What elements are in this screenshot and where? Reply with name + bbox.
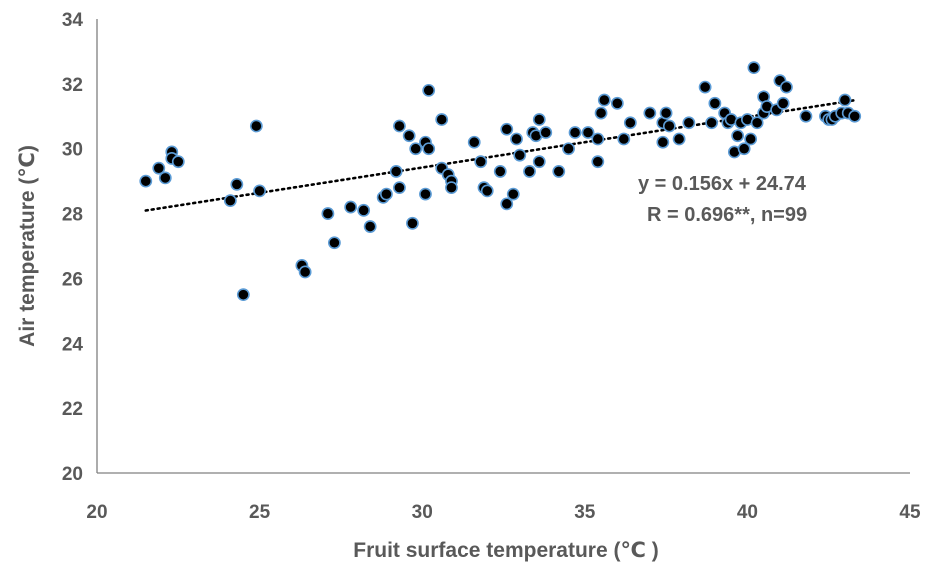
- x-tick-label: 40: [737, 502, 758, 523]
- y-tick-label: 22: [62, 399, 83, 420]
- y-tick-labels: 20 22 24 26 28 30 32 34: [62, 10, 84, 485]
- x-tick-label: 45: [899, 502, 921, 523]
- data-point: [610, 96, 624, 110]
- data-point: [298, 265, 312, 279]
- data-point: [780, 80, 793, 94]
- regression-equation: y = 0.156x + 24.74: [638, 173, 807, 195]
- data-point: [493, 165, 507, 178]
- data-point: [158, 171, 172, 185]
- data-point: [705, 116, 719, 130]
- data-point: [380, 187, 393, 201]
- data-point: [731, 129, 745, 143]
- data-point: [327, 236, 341, 250]
- data-point: [422, 142, 436, 156]
- data-point: [617, 132, 631, 146]
- data-point: [139, 174, 153, 188]
- data-point: [344, 200, 358, 214]
- data-point: [513, 148, 527, 162]
- data-point: [474, 155, 488, 169]
- data-point: [321, 207, 335, 220]
- data-point: [737, 142, 751, 156]
- data-point: [171, 155, 185, 169]
- data-point: [597, 93, 611, 107]
- data-point: [708, 96, 722, 110]
- data-point: [799, 109, 813, 123]
- data-point: [532, 113, 546, 126]
- data-point: [389, 165, 403, 178]
- axes: [96, 19, 910, 474]
- data-point: [539, 126, 553, 139]
- correlation-stats: R = 0.696**, n=99: [647, 204, 807, 226]
- data-point: [744, 132, 758, 146]
- y-tick-label: 24: [62, 334, 84, 355]
- data-point: [480, 184, 494, 198]
- data-point: [402, 129, 416, 143]
- data-point: [393, 119, 406, 133]
- data-point: [659, 106, 673, 120]
- data-point: [230, 177, 244, 191]
- data-point: [223, 194, 237, 207]
- data-point: [562, 142, 575, 156]
- data-point: [838, 93, 852, 107]
- data-point: [682, 116, 696, 130]
- data-point: [409, 142, 423, 156]
- data-point: [253, 184, 266, 198]
- data-point: [363, 220, 377, 233]
- y-tick-label: 28: [62, 205, 83, 226]
- data-point: [435, 113, 449, 126]
- data-point: [510, 132, 523, 146]
- data-point: [467, 135, 481, 149]
- y-tick-label: 20: [62, 464, 83, 485]
- data-point: [698, 80, 712, 94]
- x-axis-title: Fruit surface temperature (℃ ): [353, 539, 659, 562]
- data-point: [152, 161, 166, 175]
- data-point: [591, 155, 605, 169]
- data-point: [672, 132, 686, 146]
- x-tick-labels: 20 25 30 35 40 45: [86, 502, 921, 523]
- data-point: [422, 83, 436, 97]
- data-point: [747, 61, 761, 75]
- x-tick-label: 20: [86, 502, 107, 523]
- data-points: [139, 61, 862, 302]
- data-point: [532, 155, 546, 169]
- data-point: [594, 106, 608, 120]
- data-point: [406, 216, 419, 230]
- y-tick-label: 32: [62, 75, 83, 96]
- x-tick-label: 25: [249, 502, 271, 523]
- data-point: [419, 187, 432, 201]
- data-point: [500, 122, 514, 136]
- data-point: [662, 119, 676, 133]
- data-point: [623, 116, 637, 130]
- data-point: [249, 119, 263, 133]
- data-point: [552, 165, 566, 178]
- data-point: [568, 126, 582, 139]
- data-point: [750, 116, 764, 130]
- data-point: [591, 132, 605, 146]
- data-point: [393, 181, 406, 195]
- y-tick-label: 34: [62, 10, 84, 31]
- data-point: [643, 106, 657, 120]
- data-point: [500, 197, 514, 211]
- x-tick-label: 30: [412, 502, 433, 523]
- data-point: [848, 109, 862, 123]
- data-point: [445, 181, 458, 195]
- data-point: [506, 187, 520, 201]
- data-point: [656, 135, 670, 149]
- data-point: [236, 288, 250, 302]
- data-point: [581, 126, 595, 139]
- y-tick-label: 26: [62, 269, 83, 290]
- data-point: [776, 96, 790, 110]
- data-point: [523, 165, 536, 178]
- y-tick-label: 30: [62, 140, 83, 161]
- data-point: [357, 203, 371, 217]
- y-axis-title: Air temperature (℃): [16, 145, 39, 347]
- x-tick-label: 35: [574, 502, 596, 523]
